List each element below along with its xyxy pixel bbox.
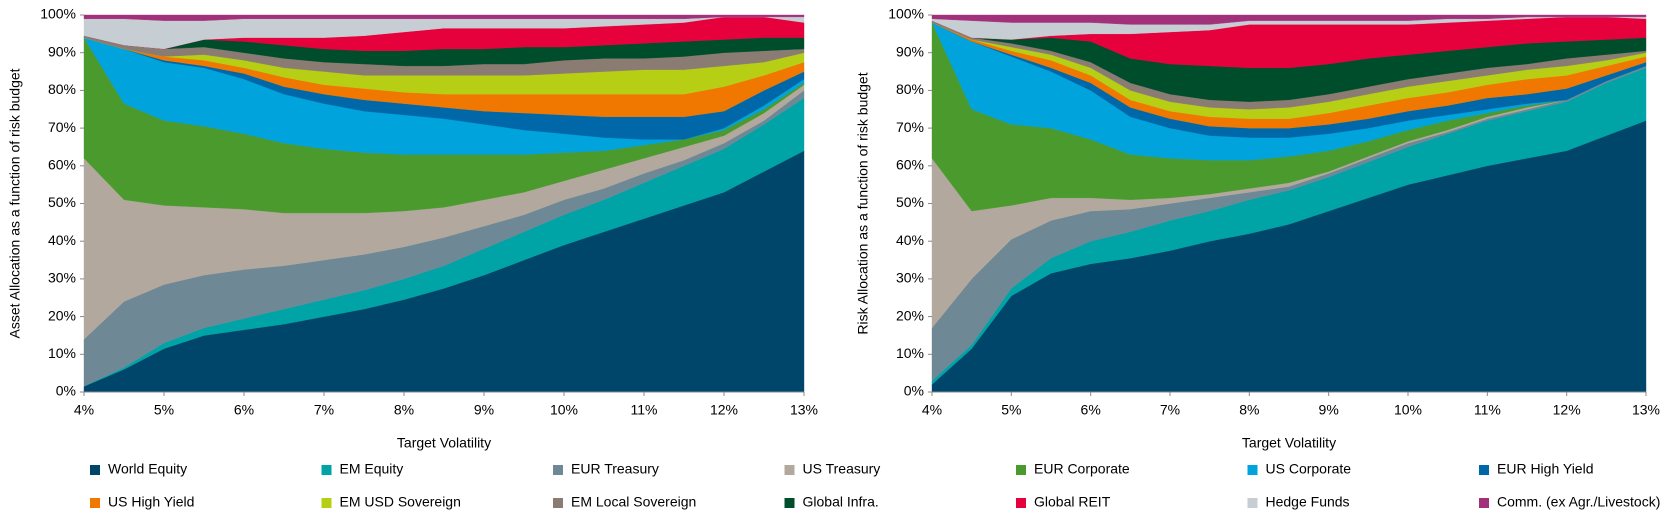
x-tick-label: 4% — [74, 402, 94, 418]
plot — [83, 14, 805, 393]
x-tick-label: 6% — [1081, 402, 1101, 418]
y-tick-label: 70% — [48, 119, 76, 135]
legend-label: World Equity — [108, 461, 187, 477]
y-tick-label: 20% — [48, 307, 76, 323]
legend-label: Hedge Funds — [1266, 494, 1350, 510]
legend-swatch — [1479, 465, 1489, 475]
y-tick-label: 50% — [48, 194, 76, 210]
y-tick-label: 30% — [896, 270, 924, 286]
y-tick-label: 60% — [896, 157, 924, 173]
legend-label: US Treasury — [803, 461, 881, 477]
legend-label: Comm. (ex Agr./Livestock) — [1497, 494, 1660, 510]
x-tick-label: 12% — [710, 402, 738, 418]
y-tick-label: 0% — [56, 383, 76, 399]
y-tick-label: 10% — [48, 345, 76, 361]
legend-swatch — [90, 498, 100, 508]
x-tick-label: 7% — [1160, 402, 1180, 418]
x-tick-label: 6% — [234, 402, 254, 418]
x-tick-label: 4% — [922, 402, 942, 418]
x-tick-label: 5% — [154, 402, 174, 418]
legend-swatch — [321, 465, 332, 475]
y-tick-label: 60% — [48, 157, 76, 173]
legend-label: Global Infra. — [803, 494, 879, 510]
legend-label: US High Yield — [108, 494, 194, 510]
legend-swatch — [553, 498, 563, 508]
legend-label: Global REIT — [1034, 494, 1111, 510]
y-tick-label: 70% — [896, 119, 924, 135]
y-tick-label: 90% — [896, 43, 924, 59]
x-tick-label: 13% — [1632, 402, 1660, 418]
y-tick-label: 40% — [896, 232, 924, 248]
legend-swatch — [1016, 465, 1026, 475]
legend-swatch — [784, 465, 795, 475]
legend-swatch — [90, 465, 100, 475]
y-tick-label: 10% — [896, 345, 924, 361]
x-tick-label: 12% — [1553, 402, 1581, 418]
y-tick-label: 50% — [896, 194, 924, 210]
legend-swatch — [1016, 498, 1026, 508]
x-tick-label: 9% — [1319, 402, 1339, 418]
legend-label: EM Equity — [340, 461, 404, 477]
y-tick-label: 30% — [48, 270, 76, 286]
y-tick-label: 100% — [888, 6, 924, 22]
legend-swatch — [784, 498, 795, 508]
legend-swatch — [321, 498, 332, 508]
x-axis-title: Target Volatility — [397, 435, 491, 451]
legend-label: EM Local Sovereign — [571, 494, 696, 510]
plot — [931, 14, 1647, 393]
x-tick-label: 10% — [550, 402, 578, 418]
y-tick-label: 20% — [896, 307, 924, 323]
x-tick-label: 8% — [394, 402, 414, 418]
legend-swatch — [1247, 465, 1258, 475]
legend-label: EM USD Sovereign — [340, 494, 461, 510]
x-tick-label: 7% — [314, 402, 334, 418]
x-tick-label: 13% — [790, 402, 818, 418]
y-tick-label: 90% — [48, 43, 76, 59]
x-tick-label: 10% — [1394, 402, 1422, 418]
x-tick-label: 11% — [1474, 402, 1501, 418]
y-tick-label: 80% — [48, 81, 76, 97]
y-tick-label: 80% — [896, 81, 924, 97]
x-tick-label: 9% — [474, 402, 494, 418]
legend-label: EUR High Yield — [1497, 461, 1594, 477]
legend-swatch — [1479, 498, 1489, 508]
y-axis-title: Asset Allocation as a function of risk b… — [7, 68, 23, 338]
legend-swatch — [1247, 498, 1258, 508]
y-tick-label: 100% — [40, 6, 76, 22]
y-tick-label: 40% — [48, 232, 76, 248]
legend-label: US Corporate — [1266, 461, 1352, 477]
x-tick-label: 5% — [1001, 402, 1021, 418]
legend-swatch — [553, 465, 563, 475]
area — [931, 14, 1647, 25]
y-axis-title: Risk Allocation as a function of risk bu… — [855, 72, 871, 334]
x-tick-label: 11% — [631, 402, 658, 418]
legend-label: EUR Corporate — [1034, 461, 1130, 477]
legend-label: EUR Treasury — [571, 461, 659, 477]
area — [83, 14, 805, 21]
y-tick-label: 0% — [904, 383, 924, 399]
x-axis-title: Target Volatility — [1242, 435, 1336, 451]
x-tick-label: 8% — [1239, 402, 1259, 418]
